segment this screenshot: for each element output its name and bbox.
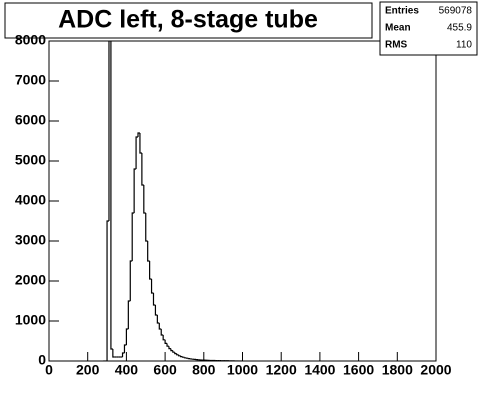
histogram-bin xyxy=(156,315,160,324)
histogram-bin xyxy=(129,260,133,301)
histogram-bin xyxy=(137,132,140,137)
histogram-bin xyxy=(158,323,162,330)
stats-value: 569078 xyxy=(439,6,473,17)
y-tick-label: 4000 xyxy=(15,192,46,208)
stats-label: Mean xyxy=(385,23,411,34)
histogram-bin xyxy=(145,213,148,242)
histogram xyxy=(103,41,243,361)
stats-label: RMS xyxy=(385,40,408,51)
y-tick-label: 5000 xyxy=(15,152,46,168)
x-tick-label: 0 xyxy=(45,362,53,378)
histogram-bin xyxy=(183,357,187,359)
histogram-bin xyxy=(160,329,164,336)
stats-label: Entries xyxy=(385,6,419,17)
x-tick-label: 1600 xyxy=(343,362,374,378)
histogram-bin xyxy=(123,344,127,353)
histogram-bin xyxy=(135,136,139,169)
histogram-bin xyxy=(154,305,158,316)
histogram-bin xyxy=(110,41,113,350)
histogram-bin xyxy=(170,348,173,352)
histogram-bin xyxy=(179,355,183,358)
histogram-bin xyxy=(152,293,156,306)
stats-box xyxy=(379,1,478,56)
histogram-bin xyxy=(150,279,154,294)
stats-value: 455.9 xyxy=(447,23,472,34)
histogram-bin xyxy=(131,212,135,261)
histogram-bin xyxy=(174,352,177,355)
x-tick-label: 1800 xyxy=(382,362,413,378)
histogram-bin xyxy=(172,350,175,353)
histogram-bin xyxy=(162,335,166,341)
histogram-bin xyxy=(125,328,129,345)
histogram-bin xyxy=(149,261,152,280)
x-tick-label: 1200 xyxy=(266,362,297,378)
y-tick-label: 7000 xyxy=(15,72,46,88)
x-tick-label: 1000 xyxy=(227,362,258,378)
histogram-bin xyxy=(168,346,171,350)
y-tick-label: 3000 xyxy=(15,232,46,248)
histogram-bin xyxy=(139,133,142,154)
y-tick-label: 6000 xyxy=(15,112,46,128)
chart-title: ADC left, 8-stage tube xyxy=(58,6,318,34)
histogram-bin xyxy=(133,168,137,213)
histogram-bin xyxy=(112,349,115,358)
x-tick-label: 400 xyxy=(115,362,139,378)
histogram-bin xyxy=(121,352,125,357)
histogram-bin xyxy=(178,354,181,357)
y-tick-label: 8000 xyxy=(15,32,46,48)
x-tick-label: 600 xyxy=(153,362,177,378)
stats-value: 110 xyxy=(456,40,472,51)
histogram-bin xyxy=(181,356,185,358)
histogram-bin xyxy=(176,353,179,356)
x-tick-label: 200 xyxy=(76,362,100,378)
histogram-bin xyxy=(164,339,168,344)
histogram-bin xyxy=(147,241,150,262)
title-box xyxy=(4,2,373,39)
x-tick-label: 800 xyxy=(192,362,216,378)
histogram-bin xyxy=(108,41,110,221)
histogram-bin xyxy=(166,343,169,347)
histogram-bin xyxy=(106,220,109,361)
histogram-bin xyxy=(127,300,131,329)
y-tick-label: 1000 xyxy=(15,312,46,328)
x-tick-label: 1400 xyxy=(304,362,335,378)
histogram-bin xyxy=(143,185,146,214)
histogram-bin xyxy=(141,153,144,186)
y-tick-label: 2000 xyxy=(15,272,46,288)
x-tick-label: 2000 xyxy=(420,362,451,378)
y-tick-label: 0 xyxy=(38,352,46,368)
